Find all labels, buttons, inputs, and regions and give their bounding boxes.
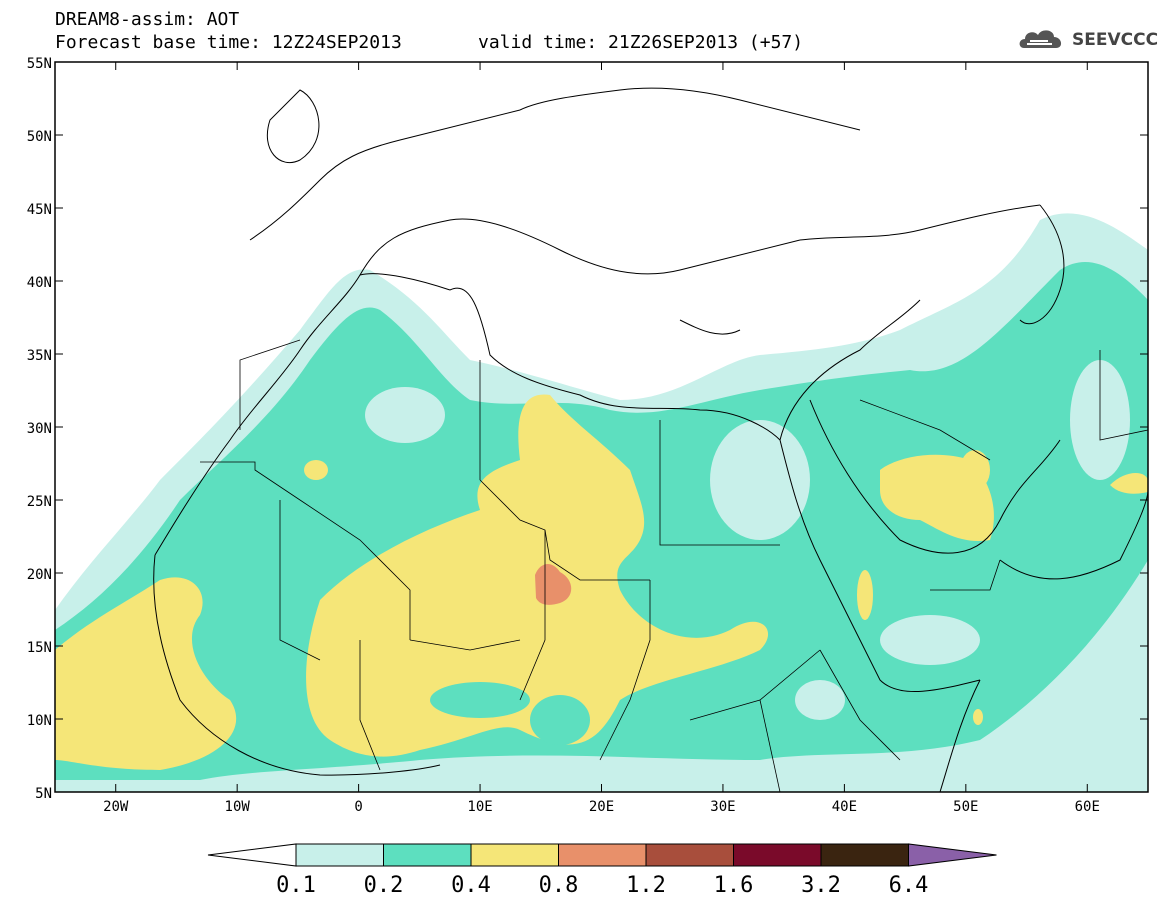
lat-label: 20N bbox=[27, 567, 52, 583]
latitude-ticks: 55N 50N 45N 40N 35N 30N 25N 20N 15N 10N 5N bbox=[27, 56, 1148, 802]
aot-band-0.4 bbox=[960, 450, 990, 490]
lon-label: 50E bbox=[953, 799, 978, 815]
aot-band-0.4 bbox=[973, 709, 983, 725]
lat-label: 40N bbox=[27, 275, 52, 291]
colorbar-label: 0.1 bbox=[276, 873, 316, 898]
colorbar-box bbox=[645, 843, 734, 867]
lon-label: 20W bbox=[103, 799, 129, 815]
valid-time: valid time: 21Z26SEP2013 (+57) bbox=[478, 32, 804, 53]
aot-hole-0.1 bbox=[880, 615, 980, 665]
lon-label: 40E bbox=[832, 799, 857, 815]
cloud-logo-icon bbox=[1019, 30, 1062, 48]
lat-label: 50N bbox=[27, 129, 52, 145]
lat-label: 30N bbox=[27, 421, 52, 437]
colorbar-label: 0.4 bbox=[451, 873, 491, 898]
colorbar-box bbox=[733, 843, 822, 867]
colorbar-low-arrow bbox=[207, 843, 297, 867]
lat-label: 45N bbox=[27, 202, 52, 218]
lat-label: 5N bbox=[35, 786, 52, 802]
country-borders bbox=[200, 339, 1148, 792]
aot-band-0.4 bbox=[857, 570, 873, 620]
aot-band-0.4 bbox=[55, 577, 237, 770]
colorbar-label: 6.4 bbox=[889, 873, 929, 898]
colorbar-label: 1.6 bbox=[714, 873, 754, 898]
colorbar-box bbox=[820, 843, 909, 867]
colorbar-box bbox=[383, 843, 472, 867]
coastlines bbox=[153, 87, 1148, 792]
colorbar-label: 1.2 bbox=[626, 873, 666, 898]
aot-band-0.4 bbox=[304, 460, 328, 480]
map-title: DREAM8-assim: AOT bbox=[55, 9, 240, 30]
forecast-base-time: Forecast base time: 12Z24SEP2013 bbox=[55, 32, 402, 53]
longitude-ticks: 20W 10W 0 10E 20E 30E 40E 50E 60E bbox=[103, 62, 1100, 815]
colorbar-box bbox=[295, 843, 384, 867]
lon-label: 60E bbox=[1075, 799, 1100, 815]
colorbar-high-arrow bbox=[908, 843, 997, 867]
lon-label: 10E bbox=[467, 799, 492, 815]
colorbar-label: 3.2 bbox=[801, 873, 841, 898]
lat-label: 55N bbox=[27, 56, 52, 72]
colorbar-box bbox=[558, 843, 647, 867]
colorbar-label: 0.2 bbox=[364, 873, 404, 898]
lon-label: 20E bbox=[589, 799, 614, 815]
logo-text: SEEVCCC bbox=[1072, 30, 1159, 50]
aot-hole-0.1 bbox=[365, 387, 445, 443]
lat-label: 35N bbox=[27, 348, 52, 364]
aot-hole-0.1 bbox=[795, 680, 845, 720]
lon-label: 30E bbox=[710, 799, 735, 815]
aot-band-0.8 bbox=[535, 564, 572, 605]
aot-hole-0.1 bbox=[710, 420, 810, 540]
colorbar-label: 0.8 bbox=[539, 873, 579, 898]
lat-label: 25N bbox=[27, 494, 52, 510]
lat-label: 15N bbox=[27, 640, 52, 656]
colorbar-box bbox=[470, 843, 559, 867]
aot-band-0.4 bbox=[1110, 473, 1148, 494]
lon-label: 0 bbox=[354, 799, 362, 815]
aot-gap-0.2 bbox=[530, 695, 590, 745]
lat-label: 10N bbox=[27, 713, 52, 729]
aot-field bbox=[55, 213, 1148, 792]
aot-gap-0.2 bbox=[430, 682, 530, 718]
lon-label: 10W bbox=[225, 799, 251, 815]
